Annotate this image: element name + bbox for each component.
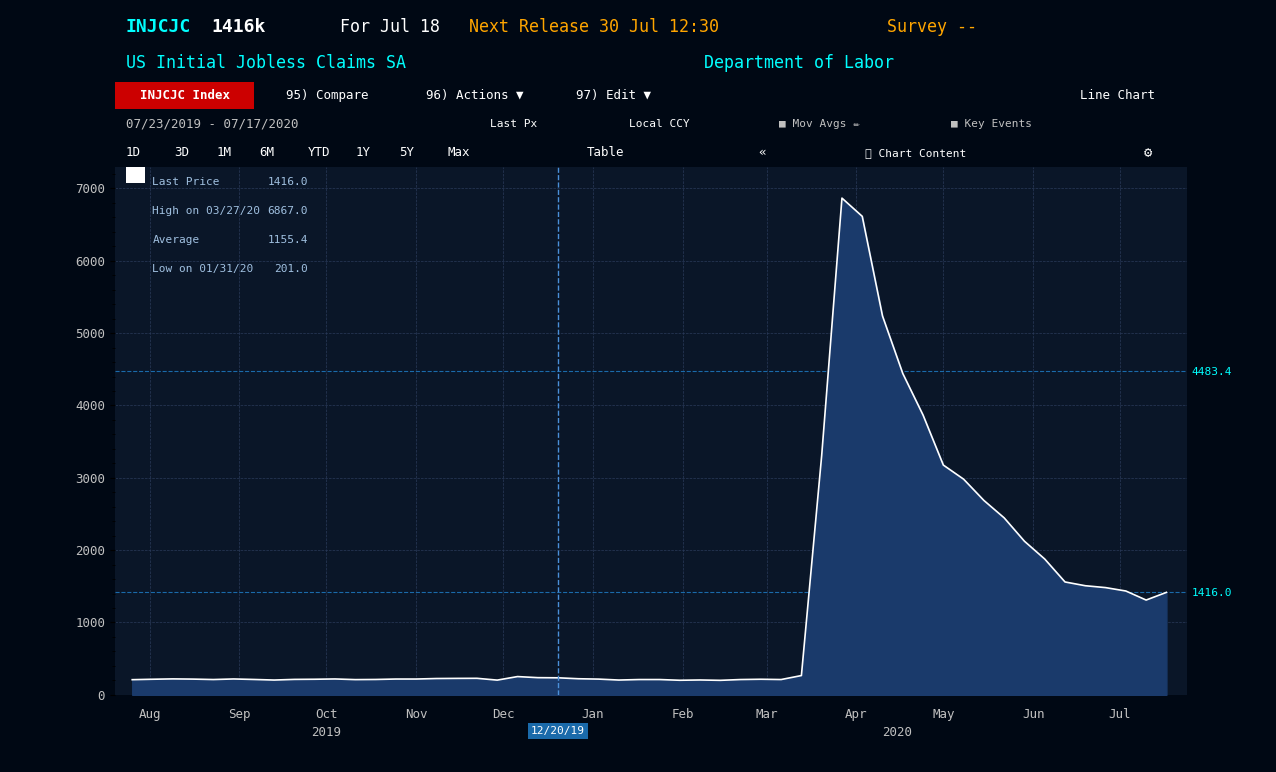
Text: Aug: Aug: [138, 708, 161, 721]
Text: 5Y: 5Y: [399, 146, 413, 159]
Text: 1D: 1D: [125, 146, 140, 159]
Text: INJCJC: INJCJC: [125, 18, 191, 36]
Text: 1M: 1M: [217, 146, 232, 159]
Text: 201.0: 201.0: [274, 265, 308, 275]
Text: 96) Actions ▼: 96) Actions ▼: [426, 89, 523, 102]
FancyBboxPatch shape: [125, 161, 145, 183]
Text: 12/20/19: 12/20/19: [531, 726, 586, 736]
Text: Oct: Oct: [315, 708, 338, 721]
Text: INJCJC Index: INJCJC Index: [139, 89, 230, 102]
Text: Survey --: Survey --: [887, 18, 976, 36]
Text: Apr: Apr: [845, 708, 868, 721]
Text: 1416.0: 1416.0: [267, 178, 308, 188]
Text: Mar: Mar: [755, 708, 778, 721]
FancyBboxPatch shape: [115, 82, 254, 109]
Text: Jul: Jul: [1109, 708, 1132, 721]
Text: 3D: 3D: [174, 146, 189, 159]
Text: 2019: 2019: [311, 726, 341, 739]
Text: Local CCY: Local CCY: [629, 119, 690, 129]
Text: 2020: 2020: [882, 726, 912, 739]
Text: Line Chart: Line Chart: [1079, 89, 1155, 102]
Text: ■ Mov Avgs ✏: ■ Mov Avgs ✏: [780, 119, 860, 129]
Text: Sep: Sep: [228, 708, 250, 721]
Text: 95) Compare: 95) Compare: [286, 89, 369, 102]
Text: Next Release 30 Jul 12:30: Next Release 30 Jul 12:30: [468, 18, 718, 36]
Text: Nov: Nov: [404, 708, 427, 721]
Text: 6M: 6M: [259, 146, 274, 159]
Text: High on 03/27/20: High on 03/27/20: [152, 206, 260, 216]
Text: For Jul 18: For Jul 18: [339, 18, 440, 36]
Text: Max: Max: [447, 146, 470, 159]
Text: ■ Key Events: ■ Key Events: [951, 119, 1032, 129]
Text: Low on 01/31/20: Low on 01/31/20: [152, 265, 254, 275]
Text: Average: Average: [152, 235, 199, 245]
Text: «: «: [758, 146, 766, 159]
Text: 1416k: 1416k: [212, 18, 265, 36]
Text: Jan: Jan: [582, 708, 604, 721]
Text: Dec: Dec: [491, 708, 514, 721]
Text: ⚙: ⚙: [1143, 146, 1152, 160]
Text: Table: Table: [587, 146, 624, 159]
Text: 1155.4: 1155.4: [267, 235, 308, 245]
Text: Department of Labor: Department of Labor: [704, 54, 894, 73]
Text: 97) Edit ▼: 97) Edit ▼: [575, 89, 651, 102]
Text: 6867.0: 6867.0: [267, 206, 308, 216]
Text: US Initial Jobless Claims SA: US Initial Jobless Claims SA: [125, 54, 406, 73]
Text: 07/23/2019 - 07/17/2020: 07/23/2019 - 07/17/2020: [125, 117, 299, 130]
Text: YTD: YTD: [308, 146, 330, 159]
Text: Last Px: Last Px: [490, 119, 537, 129]
Text: Last Price: Last Price: [152, 178, 219, 188]
Text: May: May: [931, 708, 954, 721]
Text: Feb: Feb: [671, 708, 694, 721]
Text: 📊 Chart Content: 📊 Chart Content: [865, 147, 966, 157]
Text: 1Y: 1Y: [356, 146, 371, 159]
Text: Jun: Jun: [1022, 708, 1044, 721]
